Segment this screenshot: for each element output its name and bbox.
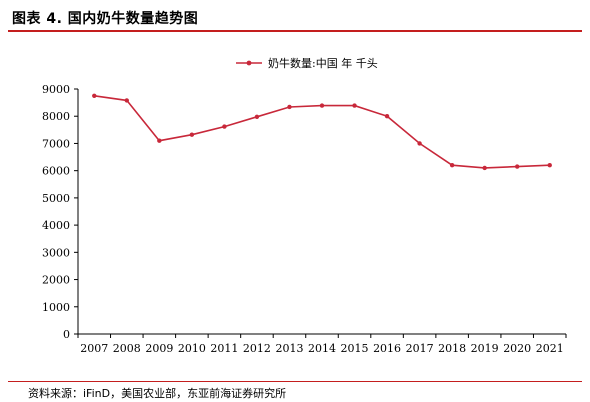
x-tick-label: 2017 [406, 342, 434, 355]
x-tick-label: 2020 [503, 342, 531, 355]
chart-container: 0 1000 2000 3000 4000 5000 6000 7000 8000 9000 200… [0, 34, 590, 378]
data-point [417, 141, 422, 146]
x-tick-label: 2009 [145, 342, 173, 355]
y-tick-label: 5000 [42, 192, 70, 205]
data-point [547, 163, 552, 168]
x-tick-label: 2011 [210, 342, 238, 355]
x-tick-label: 2015 [341, 342, 369, 355]
x-tick-label: 2013 [275, 342, 303, 355]
x-tick-label: 2010 [178, 342, 206, 355]
source-note: 资料来源：iFinD，美国农业部，东亚前海证券研究所 [28, 387, 287, 400]
data-point [124, 98, 129, 103]
x-tick-label: 2008 [113, 342, 141, 355]
legend-marker [246, 60, 252, 66]
line-chart: 0 1000 2000 3000 4000 5000 6000 7000 8000 9000 200… [42, 56, 567, 355]
y-tick-label: 0 [63, 328, 70, 341]
x-tick-label: 2016 [373, 342, 401, 355]
data-point [515, 164, 520, 169]
data-point [287, 104, 292, 110]
y-tick-label: 7000 [42, 137, 70, 150]
y-tick-label: 2000 [42, 274, 70, 287]
figure-header: 图表 4. 国内奶牛数量趋势图 [8, 4, 582, 30]
data-point [319, 103, 325, 108]
data-point [384, 114, 390, 119]
x-tick-label: 2007 [80, 342, 108, 355]
data-point [449, 163, 455, 168]
footer-rule [8, 381, 582, 382]
y-tick-label: 1000 [42, 301, 70, 314]
figure-title: 图表 4. 国内奶牛数量趋势图 [12, 11, 199, 27]
y-tick-label: 6000 [42, 165, 70, 178]
x-tick-label: 2018 [438, 342, 466, 355]
data-point [157, 138, 162, 143]
x-tick-label: 2012 [243, 342, 271, 355]
data-point [222, 124, 227, 129]
y-tick-label: 4000 [42, 219, 70, 232]
y-tick-label: 9000 [42, 83, 70, 96]
data-point [254, 114, 260, 119]
y-tick-label: 8000 [42, 110, 70, 123]
header-rule [8, 30, 582, 32]
x-tick-label: 2014 [308, 342, 336, 355]
legend-label: 奶牛数量:中国 年 千头 [268, 56, 378, 70]
data-point [189, 132, 195, 137]
data-point [482, 165, 487, 171]
x-tick-label: 2019 [471, 342, 499, 355]
y-tick-label: 3000 [42, 246, 70, 259]
x-tick-label: 2021 [536, 342, 564, 355]
data-point [352, 103, 357, 108]
data-point [92, 93, 97, 99]
